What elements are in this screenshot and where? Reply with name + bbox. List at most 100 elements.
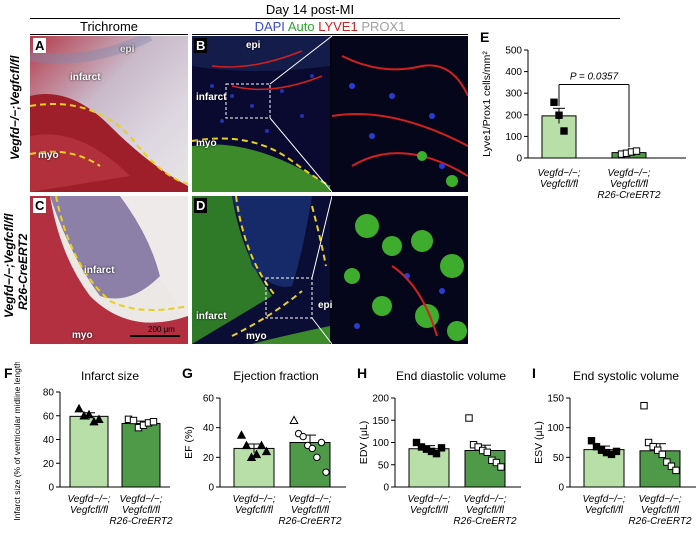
chart-i-point-1-4 — [658, 450, 666, 459]
chart-h-point-0-4 — [432, 449, 441, 458]
chart-e-ytick-label-0: 0 — [516, 154, 522, 165]
chart-g-ytick-label-3: 60 — [203, 394, 215, 405]
chart-f-point-0-2 — [84, 409, 94, 419]
chart-f-ytick-label-3: 60 — [43, 411, 55, 422]
chart-g-point-1-0 — [289, 415, 299, 424]
chart-g-category-1-line-1: Vegfcfl/fl — [291, 505, 330, 516]
chart-e-ytick-label-4: 400 — [505, 67, 522, 78]
chart-e-point-0-2 — [560, 127, 568, 135]
chart-i-point-0-5 — [612, 447, 621, 456]
panel-a-letter: A — [33, 38, 47, 53]
chart-i-category-1-line-1: Vegfcfl/fl — [641, 505, 680, 516]
chart-h-ytick-label-2: 100 — [372, 438, 389, 449]
chart-i-category-1-line-2: R26-CreERT2 — [628, 516, 692, 527]
chart-f-ylabel: Infarct size (% of ventricular midline l… — [12, 362, 22, 521]
chart-g-ytick-label-2: 40 — [203, 423, 215, 434]
trichrome-rule — [30, 34, 188, 35]
chart-h-svg: H End diastolic volume 0 50 100 150 200 EDV (μL… — [357, 365, 521, 527]
panel-d-myo-label: myo — [246, 331, 267, 342]
chart-h-category-1-line-2: R26-CreERT2 — [453, 516, 517, 527]
panel-c-myo-label: myo — [72, 330, 93, 341]
chart-e-ytick-label-3: 300 — [505, 89, 522, 100]
chart-i-ytick-label-1: 50 — [553, 453, 565, 464]
chart-h: H End diastolic volume 0 50 100 150 200 EDV (μL… — [351, 362, 526, 543]
chart-g-category-0-line-0: Vegfd−/−; — [233, 494, 276, 505]
legend-rule — [192, 34, 468, 35]
panel-a-trichrome-image — [30, 36, 188, 192]
chart-h-category-1-line-1: Vegfcfl/fl — [466, 505, 505, 516]
chart-g-title: Ejection fraction — [233, 369, 318, 383]
chart-i-point-1-7 — [672, 466, 680, 475]
chart-e-category-1-line-1: Vegfcfl/fl — [610, 179, 649, 190]
chart-f-ytick-label-1: 20 — [43, 459, 55, 470]
stain-legend: DAPI Auto LYVE1 PROX1 — [192, 19, 468, 34]
legend-auto: Auto — [287, 19, 315, 34]
chart-i-point-1-1 — [644, 438, 653, 447]
chart-i-category-1-line-0: Vegfd−/−; — [639, 494, 682, 505]
row-label-bottom: Vegfd−/−;Vegfcfl/fl R26-CreERT2 — [2, 213, 30, 318]
panel-a-myo-label: myo — [38, 150, 59, 161]
panel-b-fluorescence-image — [192, 36, 468, 192]
chart-g-point-1-2 — [299, 432, 307, 441]
chart-g-point-0-0 — [236, 430, 247, 439]
legend-dapi: DAPI — [254, 19, 285, 34]
chart-h-ytick-label-3: 150 — [372, 416, 389, 427]
chart-h-category-0-line-0: Vegfd−/−; — [408, 494, 451, 505]
chart-f-category-1-line-1: Vegfcfl/fl — [122, 505, 161, 516]
panel-a-infarct-label: infarct — [70, 72, 101, 83]
chart-i: I End systolic volume 0 50 100 150 ESV (μL) Veg… — [526, 362, 700, 543]
chart-i-title: End systolic volume — [573, 369, 679, 383]
chart-h-point-1-0 — [465, 414, 473, 422]
chart-f-bar-1 — [121, 422, 161, 488]
chart-f-title: Infarct size — [81, 369, 139, 383]
chart-g-letter: G — [182, 365, 193, 381]
panel-b-letter: B — [194, 38, 208, 53]
chart-g-point-1-7 — [322, 468, 330, 476]
chart-f-ytick-label-2: 40 — [43, 435, 55, 446]
panel-d-fluorescence-image — [192, 196, 468, 344]
legend-prox1: PROX1 — [361, 19, 406, 34]
chart-i-category-0-line-0: Vegfd−/−; — [583, 494, 626, 505]
chart-h-point-0-5 — [437, 444, 446, 452]
chart-e-p-value: P = 0.0357 — [570, 72, 619, 83]
chart-h-point-1-4 — [483, 448, 491, 456]
chart-h-ytick-label-4: 200 — [372, 394, 389, 405]
chart-h-ytick-label-1: 50 — [378, 460, 390, 471]
chart-i-ytick-label-2: 100 — [547, 423, 564, 434]
scale-bar-label: 200 μm — [148, 325, 175, 334]
chart-g-category-1-line-0: Vegfd−/−; — [289, 494, 332, 505]
panel-c-infarct-label: infarct — [84, 265, 115, 276]
chart-i-point-1-3 — [654, 446, 662, 454]
chart-e: E 0 100 200 300 400 500 Lyve1/Prox1 cells/mm² Ve… — [476, 28, 696, 208]
row-label-top: Vegfd−/−;Vegfcfl/fl — [8, 55, 22, 160]
chart-g-point-0-1 — [241, 440, 252, 450]
panel-b-myo-label: myo — [196, 138, 217, 149]
chart-g-category-1-line-2: R26-CreERT2 — [278, 516, 342, 527]
figure-title: Day 14 post-MI — [265, 2, 355, 17]
chart-i-point-0-0 — [587, 437, 596, 445]
chart-h-category-0-line-1: Vegfcfl/fl — [410, 505, 449, 516]
chart-e-ylabel: Lyve1/Prox1 cells/mm² — [481, 51, 493, 157]
chart-e-point-0-0 — [550, 98, 558, 106]
panel-b-epi-label: epi — [246, 40, 261, 51]
chart-i-ylabel: ESV (μL) — [533, 421, 545, 464]
chart-f-ytick-label-0: 0 — [48, 483, 54, 494]
chart-f-category-0-line-1: Vegfcfl/fl — [70, 505, 109, 516]
chart-g-ytick-label-1: 20 — [203, 453, 215, 464]
chart-e-category-1-line-0: Vegfd−/−; — [608, 168, 651, 179]
chart-i-svg: I End systolic volume 0 50 100 150 ESV (μL) Veg… — [532, 365, 696, 527]
panel-d-letter: D — [194, 198, 208, 213]
chart-e-point-1-3 — [632, 147, 641, 155]
chart-f-ytick-label-4: 80 — [43, 388, 55, 399]
chart-i-point-1-6 — [667, 462, 676, 470]
chart-g-ytick-label-0: 0 — [208, 483, 214, 494]
panel-d-epi-label: epi — [318, 300, 333, 311]
chart-g-category-0-line-1: Vegfcfl/fl — [235, 505, 274, 516]
chart-e-category-0-line-0: Vegfd−/−; — [538, 168, 581, 179]
chart-e-letter: E — [480, 29, 489, 45]
chart-g-point-1-4 — [308, 444, 316, 453]
chart-h-ytick-label-0: 0 — [383, 483, 389, 494]
chart-i-ytick-label-0: 0 — [558, 483, 564, 494]
chart-h-category-1-line-0: Vegfd−/−; — [464, 494, 507, 505]
panel-c-trichrome-image — [30, 196, 188, 344]
